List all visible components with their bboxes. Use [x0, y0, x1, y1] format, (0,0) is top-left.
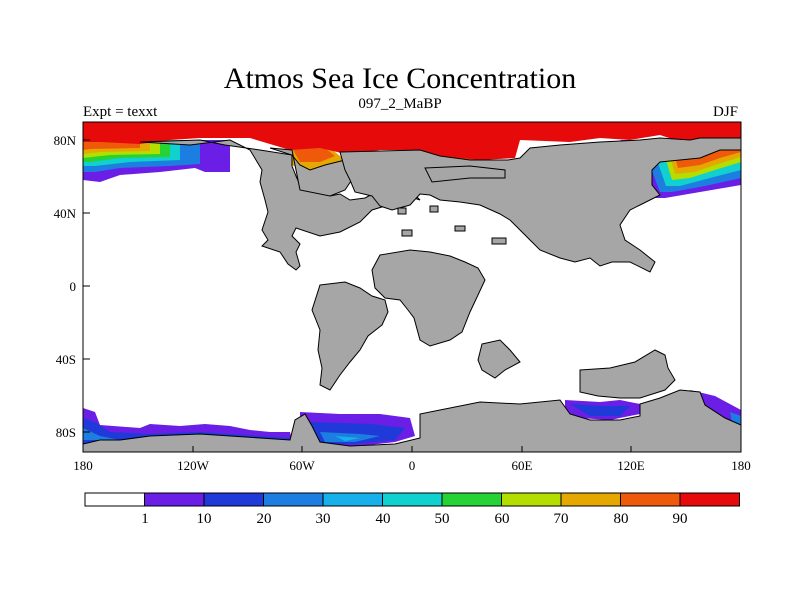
land-siberian-sea-island — [424, 165, 506, 183]
land-antarctica — [82, 389, 742, 453]
legend-label-50: 50 — [435, 511, 450, 527]
lon-label-60e: 60E — [512, 458, 533, 473]
color-legend: 1 10 20 30 40 50 60 70 80 90 — [84, 492, 740, 527]
legend-swatch-5 — [382, 492, 443, 507]
map-plot-area — [82, 121, 742, 453]
land-madagascar-india — [477, 339, 521, 379]
antarctic-ice-east-2 — [570, 404, 630, 416]
legend-swatch-1 — [144, 492, 205, 507]
legend-swatch-3 — [263, 492, 324, 507]
legend-label-1: 1 — [141, 511, 149, 527]
land-africa — [371, 249, 486, 347]
land-masses — [82, 137, 742, 453]
legend-labels: 1 10 20 30 40 50 60 70 80 90 — [141, 511, 687, 527]
land-south-america — [311, 281, 389, 391]
legend-swatch-8 — [560, 492, 621, 507]
legend-label-70: 70 — [554, 511, 569, 527]
arctic-ice-cap — [83, 122, 741, 160]
legend-label-20: 20 — [257, 511, 272, 527]
lon-label-0: 0 — [409, 458, 416, 473]
lon-label-120w: 120W — [177, 458, 210, 473]
legend-swatch-4 — [322, 492, 383, 507]
season-label: DJF — [712, 104, 738, 120]
land-island-5 — [397, 207, 407, 215]
land-island-2 — [454, 225, 466, 232]
legend-label-80: 80 — [614, 511, 629, 527]
arctic-ice-atlantic-inner — [292, 148, 335, 162]
lon-label-60w: 60W — [289, 458, 315, 473]
lat-label-0: 0 — [70, 279, 77, 294]
legend-label-90: 90 — [673, 511, 688, 527]
legend-label-10: 10 — [197, 511, 212, 527]
legend-swatch-2 — [203, 492, 264, 507]
lat-label-80n: 80N — [54, 133, 77, 148]
legend-label-60: 60 — [495, 511, 510, 527]
lon-label-120e: 120E — [617, 458, 645, 473]
legend-label-30: 30 — [316, 511, 331, 527]
legend-swatches — [84, 492, 740, 507]
legend-swatch-0 — [84, 492, 145, 507]
antarctic-ice-weddell-4 — [335, 436, 360, 441]
map-subtitle: 097_2_MaBP — [358, 96, 442, 112]
longitude-axis: 180 120W 60W 0 60E 120E 180 — [73, 446, 751, 473]
latitude-axis: 80N 40N 0 40S 80S — [54, 133, 90, 440]
antarctic-ice-west-3 — [83, 428, 120, 440]
lon-label-180w: 180 — [73, 458, 93, 473]
land-island-1 — [401, 229, 413, 237]
land-island-3 — [491, 237, 507, 245]
legend-swatch-9 — [620, 492, 681, 507]
lat-label-80s: 80S — [56, 425, 76, 440]
map-title: Atmos Sea Ice Concentration — [223, 62, 577, 95]
experiment-label: Expt = texxt — [83, 104, 158, 120]
lat-label-40n: 40N — [54, 206, 77, 221]
land-australia — [579, 349, 676, 399]
legend-label-40: 40 — [376, 511, 391, 527]
legend-swatch-6 — [441, 492, 502, 507]
lon-label-180e: 180 — [731, 458, 751, 473]
lat-label-40s: 40S — [56, 352, 76, 367]
legend-swatch-7 — [501, 492, 562, 507]
land-island-4 — [429, 205, 439, 213]
legend-swatch-10 — [679, 492, 740, 507]
antarctic-ice-weddell-3 — [320, 432, 380, 442]
